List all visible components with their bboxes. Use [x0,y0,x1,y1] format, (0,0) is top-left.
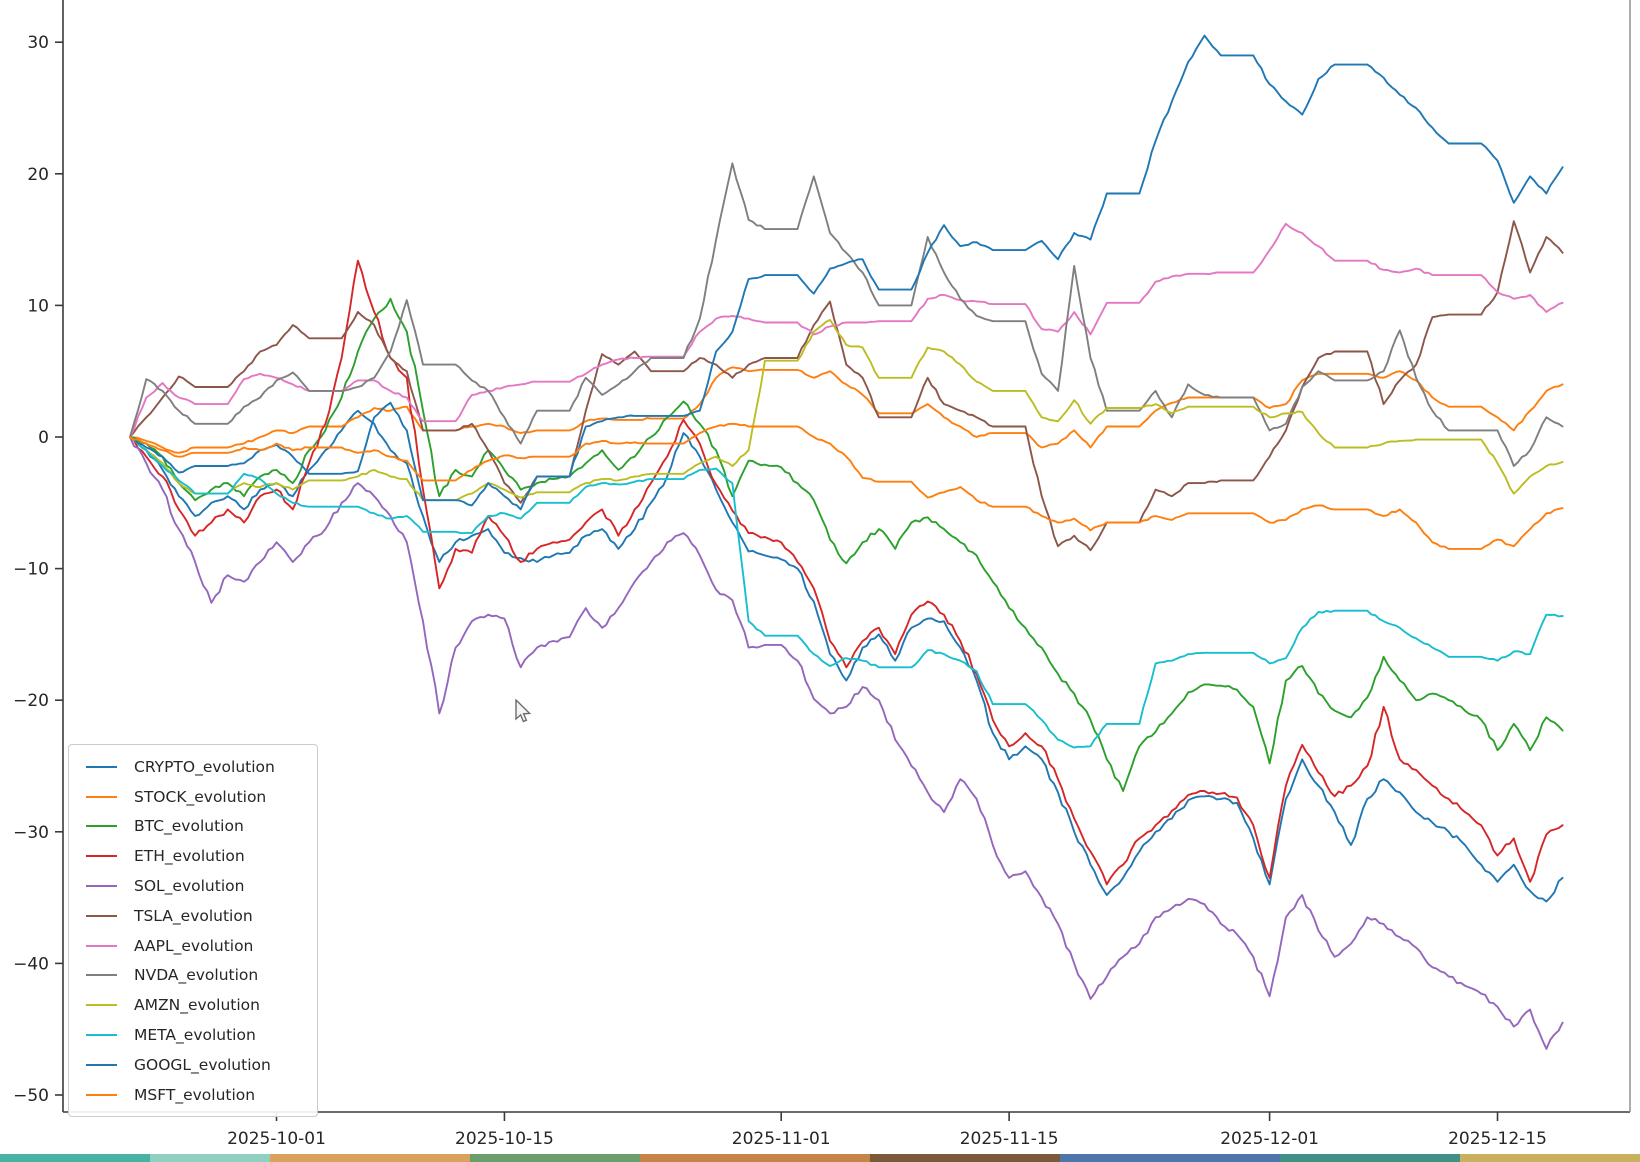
legend-line-swatch [86,1063,117,1066]
series-line-BTC_evolution [129,297,1564,792]
series-line-MSFT_evolution [129,422,1564,550]
y-tick-label: 20 [27,165,49,185]
legend-item-STOCK_evolution: STOCK_evolution [69,782,317,812]
legend-item-MSFT_evolution: MSFT_evolution [69,1080,317,1110]
legend-label: TSLA_evolution [134,906,253,925]
x-tick-label: 2025-11-01 [732,1129,831,1149]
legend-label: ETH_evolution [134,847,245,866]
strip-segment [270,1154,470,1162]
y-tick-label: −50 [13,1086,49,1106]
legend-label: AAPL_evolution [134,936,254,955]
series-line-CRYPTO_evolution [129,409,1564,903]
series-line-AAPL_evolution [129,222,1564,438]
y-tick-label: 30 [27,33,49,53]
strip-segment [150,1154,270,1162]
y-tick-label: 0 [38,428,49,448]
y-tick-label: 10 [27,296,49,316]
y-tick-label: −10 [13,560,49,580]
x-tick-label: 2025-11-15 [960,1129,1059,1149]
legend-line-swatch [86,885,117,888]
series-line-TSLA_evolution [129,220,1564,552]
legend-line-swatch [86,1004,117,1007]
legend-label: NVDA_evolution [134,966,259,985]
strip-segment [0,1154,150,1162]
legend-label: AMZN_evolution [134,996,260,1015]
legend-item-BTC_evolution: BTC_evolution [69,812,317,842]
series-line-AMZN_evolution [129,318,1564,502]
legend-line-swatch [86,974,117,977]
legend-line-swatch [86,1034,117,1037]
legend-label: META_evolution [134,1026,256,1045]
legend-label: GOOGL_evolution [134,1055,271,1074]
strip-segment [1460,1154,1640,1162]
legend-item-TSLA_evolution: TSLA_evolution [69,901,317,931]
bottom-color-strip [0,1154,1640,1162]
series-line-ETH_evolution [129,259,1564,886]
legend-line-swatch [86,1093,117,1096]
legend-item-AMZN_evolution: AMZN_evolution [69,990,317,1020]
y-tick-label: −40 [13,954,49,974]
x-tick-label: 2025-12-15 [1448,1129,1547,1149]
strip-segment [1060,1154,1280,1162]
legend-item-CRYPTO_evolution: CRYPTO_evolution [69,752,317,782]
legend-line-swatch [86,795,117,798]
series-line-SOL_evolution [129,436,1564,1050]
series-line-NVDA_evolution [129,162,1564,467]
legend-line-swatch [86,855,117,858]
legend-line-swatch [86,765,117,768]
x-tick-label: 2025-12-01 [1220,1129,1319,1149]
x-tick-label: 2025-10-01 [227,1129,326,1149]
legend-label: SOL_evolution [134,877,245,896]
legend-label: STOCK_evolution [134,787,267,806]
strip-segment [1280,1154,1460,1162]
y-tick-label: −20 [13,691,49,711]
strip-segment [640,1154,870,1162]
legend-label: CRYPTO_evolution [134,757,275,776]
legend-line-swatch [86,944,117,947]
x-tick-label: 2025-10-15 [455,1129,554,1149]
legend-label: BTC_evolution [134,817,244,836]
legend-line-swatch [86,914,117,917]
legend-line-swatch [86,825,117,828]
strip-segment [470,1154,640,1162]
legend-item-ETH_evolution: ETH_evolution [69,841,317,871]
chart-legend: CRYPTO_evolution STOCK_evolution BTC_evolu… [68,744,318,1117]
legend-item-AAPL_evolution: AAPL_evolution [69,931,317,961]
legend-item-GOOGL_evolution: GOOGL_evolution [69,1050,317,1080]
legend-item-SOL_evolution: SOL_evolution [69,871,317,901]
y-tick-label: −30 [13,823,49,843]
series-line-META_evolution [129,436,1564,749]
strip-segment [870,1154,1060,1162]
legend-item-META_evolution: META_evolution [69,1020,317,1050]
series-line-GOOGL_evolution [129,34,1564,511]
legend-item-NVDA_evolution: NVDA_evolution [69,961,317,991]
legend-label: MSFT_evolution [134,1085,256,1104]
